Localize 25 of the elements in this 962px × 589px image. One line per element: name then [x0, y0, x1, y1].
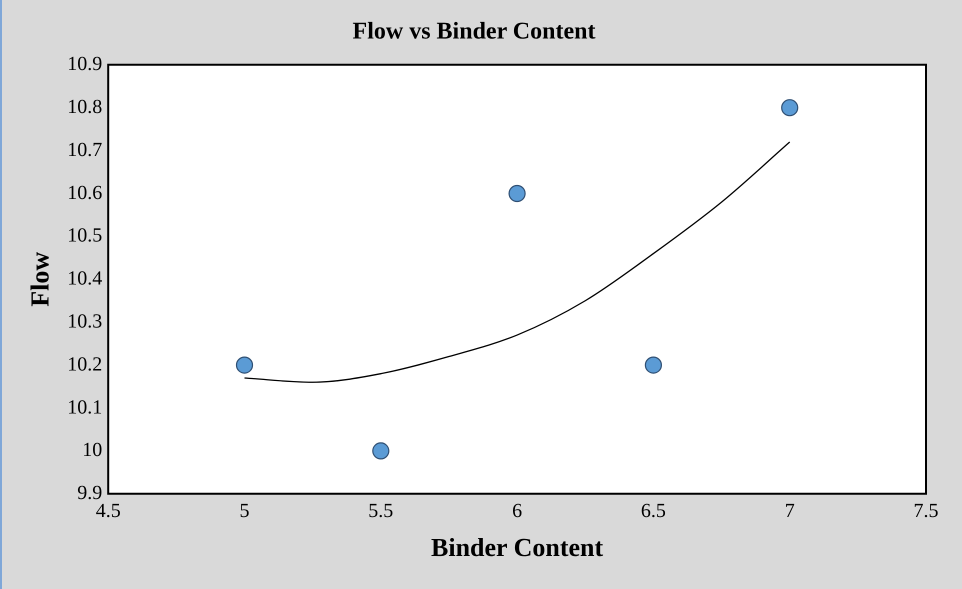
point — [372, 442, 390, 460]
x-tick-label: 6.5 — [640, 500, 666, 522]
y-tick-label: 10.7 — [67, 138, 102, 161]
point — [508, 184, 526, 202]
x-tick-label: 5.5 — [368, 500, 394, 522]
y-tick-label: 10 — [82, 439, 102, 462]
y-tick-label: 10.4 — [67, 268, 102, 290]
y-tick-label: 10.2 — [67, 353, 102, 376]
chart-title: Flow vs Binder Content — [352, 18, 596, 45]
x-tick-label: 7.5 — [914, 500, 938, 522]
y-tick-label: 10.1 — [67, 396, 102, 418]
y-tick-label: 10.8 — [67, 96, 102, 118]
x-tick-label: 5 — [240, 500, 250, 522]
point — [781, 99, 798, 116]
y-tick-label: 10.5 — [67, 224, 102, 247]
point — [644, 356, 662, 374]
x-tick-label: 7 — [784, 500, 795, 522]
line-series — [244, 141, 790, 383]
y-tick-label: 10.3 — [67, 310, 102, 332]
point — [236, 356, 254, 374]
x-axis-title: Binder Content — [431, 533, 604, 562]
y-axis-title: Flow — [25, 252, 54, 307]
y-tick-label: 10.9 — [67, 53, 102, 76]
x-tick-label: 6 — [512, 500, 522, 522]
y-tick-label: 10.6 — [67, 182, 102, 204]
